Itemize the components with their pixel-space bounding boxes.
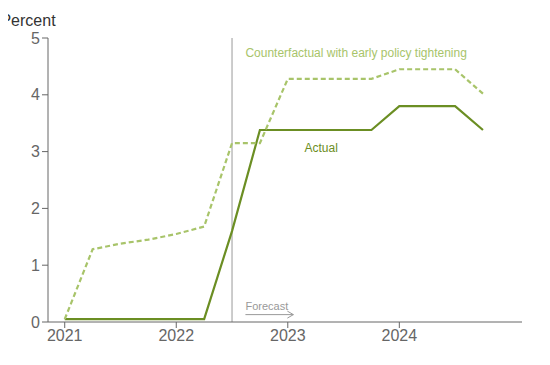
svg-text:2: 2 [31, 200, 40, 217]
svg-text:2022: 2022 [158, 327, 194, 344]
svg-text:2021: 2021 [47, 327, 83, 344]
svg-text:0: 0 [31, 314, 40, 331]
svg-text:Percent: Percent [8, 12, 56, 29]
svg-text:Actual: Actual [305, 141, 338, 155]
svg-text:Counterfactual with early poli: Counterfactual with early policy tighten… [245, 46, 466, 60]
svg-text:3: 3 [31, 143, 40, 160]
svg-text:5: 5 [31, 30, 40, 47]
svg-text:4: 4 [31, 86, 40, 103]
svg-text:1: 1 [31, 257, 40, 274]
svg-text:Forecast: Forecast [245, 300, 288, 312]
svg-text:2023: 2023 [270, 327, 306, 344]
svg-text:2024: 2024 [382, 327, 418, 344]
